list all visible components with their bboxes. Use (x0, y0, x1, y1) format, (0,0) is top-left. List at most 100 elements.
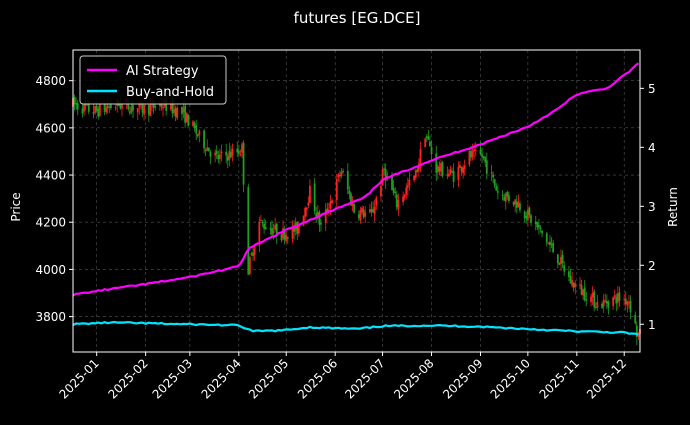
candle-down (594, 307, 597, 309)
candle-down (193, 122, 196, 128)
candle-up (602, 299, 605, 307)
candle-up (162, 106, 164, 109)
candle-down (394, 191, 397, 194)
candle-up (447, 173, 450, 177)
candle-down (583, 287, 586, 300)
candle-down (435, 153, 438, 173)
candle-down (87, 101, 90, 112)
candle-up (138, 102, 141, 108)
candle-up (397, 200, 400, 210)
candle-down (519, 203, 521, 211)
candle-down (451, 171, 453, 173)
candle-down (203, 130, 205, 149)
candle-down (370, 208, 373, 212)
candle-down (207, 147, 210, 152)
candle-up (417, 163, 420, 171)
candle-up (408, 179, 411, 186)
candle-down (523, 211, 526, 219)
candle-down (296, 221, 299, 234)
candle-up (436, 165, 439, 173)
candle-down (247, 186, 250, 275)
candle-up (173, 109, 175, 114)
candle-down (495, 186, 498, 191)
candle-up (419, 149, 422, 166)
candle-up (228, 150, 231, 160)
candle-down (552, 242, 555, 253)
candle-up (612, 297, 615, 306)
candle-down (479, 149, 482, 155)
candle-down (195, 125, 198, 134)
candle-up (309, 185, 311, 204)
y-tick-label-left: 4000 (35, 263, 66, 277)
candle-up (185, 112, 188, 122)
y-tick-label-right: 1 (648, 318, 656, 332)
y-tick-label-left: 4600 (35, 121, 66, 135)
candle-down (372, 209, 374, 213)
candle-up (214, 152, 217, 156)
y-tick-label-right: 5 (648, 82, 656, 96)
legend: AI Strategy Buy-and-Hold (79, 55, 227, 105)
candle-up (340, 171, 343, 177)
candle-down (357, 214, 360, 219)
candle-down (534, 221, 537, 224)
candle-down (634, 314, 637, 324)
candle-down (569, 275, 572, 284)
candle-down (556, 254, 559, 264)
candle-down (187, 114, 190, 127)
candle-down (550, 244, 553, 246)
candle-down (624, 298, 627, 305)
candle-down (75, 103, 78, 105)
candle-up (449, 169, 452, 174)
candle-down (607, 301, 610, 308)
candle-down (264, 227, 267, 230)
candle-up (239, 154, 242, 156)
y-tick-label-left: 4200 (35, 216, 66, 230)
candle-down (528, 207, 531, 215)
candle-down (362, 209, 365, 218)
candle-down (549, 241, 551, 245)
candle-down (293, 225, 296, 232)
candle-up (170, 101, 172, 110)
candle-down (395, 194, 398, 208)
candle-up (335, 178, 338, 200)
candle-up (260, 219, 262, 221)
candle-up (149, 104, 152, 117)
candle-down (568, 271, 570, 277)
candle-down (601, 303, 603, 309)
candle-down (141, 102, 144, 113)
candle-up (258, 221, 261, 246)
candle-up (248, 257, 251, 274)
candle-down (438, 167, 441, 172)
candle-down (430, 147, 433, 155)
y-axis-label-left: Price (9, 192, 23, 221)
candle-down (525, 215, 528, 219)
candle-up (359, 210, 362, 220)
candle-up (364, 212, 367, 217)
candle-down (572, 282, 575, 288)
candle-down (318, 211, 321, 225)
candle-down (452, 170, 455, 182)
candle-down (275, 223, 278, 237)
candle-up (462, 167, 465, 174)
candle-down (496, 191, 499, 193)
candle-down (545, 233, 548, 243)
candle-up (324, 209, 327, 223)
candle-up (474, 149, 477, 151)
candle-down (635, 325, 638, 338)
candle-down (481, 154, 483, 157)
candle-up (381, 169, 384, 186)
candle-up (457, 166, 460, 180)
candle-up (526, 209, 529, 221)
candle-down (106, 105, 109, 109)
candle-up (302, 215, 305, 226)
candle-up (130, 106, 133, 113)
candle-down (225, 151, 228, 156)
candle-up (272, 230, 275, 234)
candle-down (530, 215, 532, 223)
candle-up (218, 154, 221, 159)
candle-up (143, 105, 145, 115)
candle-up (241, 144, 243, 153)
candle-down (484, 156, 487, 163)
candle-down (353, 204, 356, 213)
